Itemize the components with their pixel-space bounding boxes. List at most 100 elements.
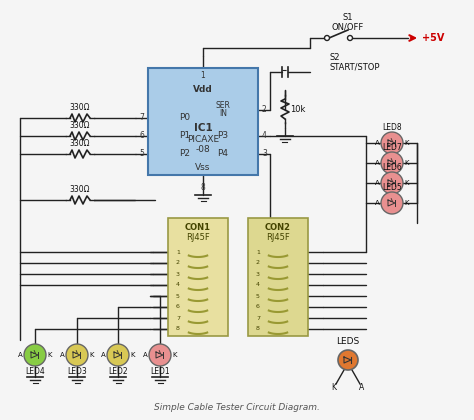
Text: 330Ω: 330Ω [70, 121, 90, 131]
Text: 2: 2 [176, 260, 180, 265]
Text: SER: SER [216, 100, 230, 110]
Text: PICAXE: PICAXE [187, 136, 219, 144]
Text: 1: 1 [256, 249, 260, 255]
Text: LED6: LED6 [382, 163, 402, 173]
Text: 3: 3 [256, 271, 260, 276]
Text: A: A [374, 200, 379, 206]
Text: 5: 5 [256, 294, 260, 299]
Text: P3: P3 [218, 131, 228, 141]
Circle shape [347, 36, 353, 40]
Circle shape [325, 36, 329, 40]
Text: RJ45F: RJ45F [186, 234, 210, 242]
Text: A: A [374, 140, 379, 146]
Text: 1: 1 [176, 249, 180, 255]
Text: 7: 7 [256, 315, 260, 320]
Text: -08: -08 [196, 145, 210, 155]
Text: A: A [374, 160, 379, 166]
Text: 8: 8 [256, 326, 260, 331]
Circle shape [66, 344, 88, 366]
Circle shape [24, 344, 46, 366]
Text: A: A [143, 352, 147, 358]
Text: 3: 3 [262, 150, 267, 158]
Text: CON2: CON2 [265, 223, 291, 233]
Text: ON/OFF: ON/OFF [332, 23, 364, 32]
Text: RJ45F: RJ45F [266, 234, 290, 242]
Text: 6: 6 [176, 304, 180, 310]
Text: K: K [173, 352, 177, 358]
Text: 4: 4 [256, 283, 260, 288]
Text: 4: 4 [176, 283, 180, 288]
Text: 10k: 10k [290, 105, 305, 113]
Text: λ: λ [32, 351, 36, 355]
Text: K: K [48, 352, 52, 358]
Text: CON1: CON1 [185, 223, 211, 233]
Text: START/STOP: START/STOP [330, 63, 381, 71]
Text: A: A [359, 383, 365, 393]
Text: 330Ω: 330Ω [70, 186, 90, 194]
Text: LED5: LED5 [382, 184, 402, 192]
Text: A: A [18, 352, 22, 358]
Text: IC1: IC1 [193, 123, 212, 133]
Text: K: K [405, 140, 409, 146]
Text: Vss: Vss [195, 163, 210, 173]
Text: LED7: LED7 [382, 144, 402, 152]
Text: 2: 2 [256, 260, 260, 265]
Text: IN: IN [219, 110, 227, 118]
Text: +5V: +5V [422, 33, 444, 43]
Text: 3: 3 [176, 271, 180, 276]
Text: K: K [331, 383, 337, 393]
Text: Simple Cable Tester Circuit Diagram.: Simple Cable Tester Circuit Diagram. [154, 404, 320, 412]
Text: 7: 7 [139, 113, 144, 123]
Circle shape [107, 344, 129, 366]
Text: A: A [100, 352, 105, 358]
Text: K: K [405, 200, 409, 206]
Text: λ: λ [115, 351, 118, 355]
Text: 1: 1 [201, 71, 205, 81]
Text: S2: S2 [330, 53, 340, 63]
Circle shape [381, 132, 403, 154]
Text: LED1: LED1 [150, 367, 170, 375]
Text: 6: 6 [139, 131, 144, 141]
Text: K: K [90, 352, 94, 358]
Text: 8: 8 [201, 183, 205, 192]
Text: 5: 5 [176, 294, 180, 299]
Text: LED2: LED2 [108, 367, 128, 375]
FancyBboxPatch shape [148, 68, 258, 175]
Text: P0: P0 [180, 113, 191, 123]
Text: K: K [131, 352, 135, 358]
Text: λ: λ [157, 351, 161, 355]
Text: A: A [60, 352, 64, 358]
Text: λ: λ [389, 158, 392, 163]
Circle shape [381, 192, 403, 214]
Text: 330Ω: 330Ω [70, 139, 90, 149]
Text: LEDS: LEDS [337, 338, 360, 346]
Text: K: K [405, 180, 409, 186]
Text: λ: λ [389, 199, 392, 204]
Text: A: A [374, 180, 379, 186]
Circle shape [149, 344, 171, 366]
Circle shape [338, 350, 358, 370]
Text: 8: 8 [176, 326, 180, 331]
Text: S1: S1 [343, 13, 353, 23]
Text: 330Ω: 330Ω [70, 103, 90, 113]
Circle shape [381, 152, 403, 174]
Text: 5: 5 [139, 150, 144, 158]
Text: 7: 7 [176, 315, 180, 320]
Text: P2: P2 [180, 150, 191, 158]
FancyBboxPatch shape [248, 218, 308, 336]
Text: LED4: LED4 [25, 367, 45, 375]
Text: 4: 4 [262, 131, 267, 141]
Circle shape [381, 172, 403, 194]
Text: K: K [405, 160, 409, 166]
Text: 6: 6 [256, 304, 260, 310]
Text: LED3: LED3 [67, 367, 87, 375]
Text: λ: λ [389, 139, 392, 144]
Text: LED8: LED8 [382, 123, 402, 132]
FancyBboxPatch shape [168, 218, 228, 336]
Text: λ: λ [74, 351, 78, 355]
Text: P1: P1 [180, 131, 191, 141]
Text: λ: λ [389, 178, 392, 184]
Text: Vdd: Vdd [193, 86, 213, 94]
Text: 2: 2 [262, 105, 267, 115]
Text: P4: P4 [218, 150, 228, 158]
